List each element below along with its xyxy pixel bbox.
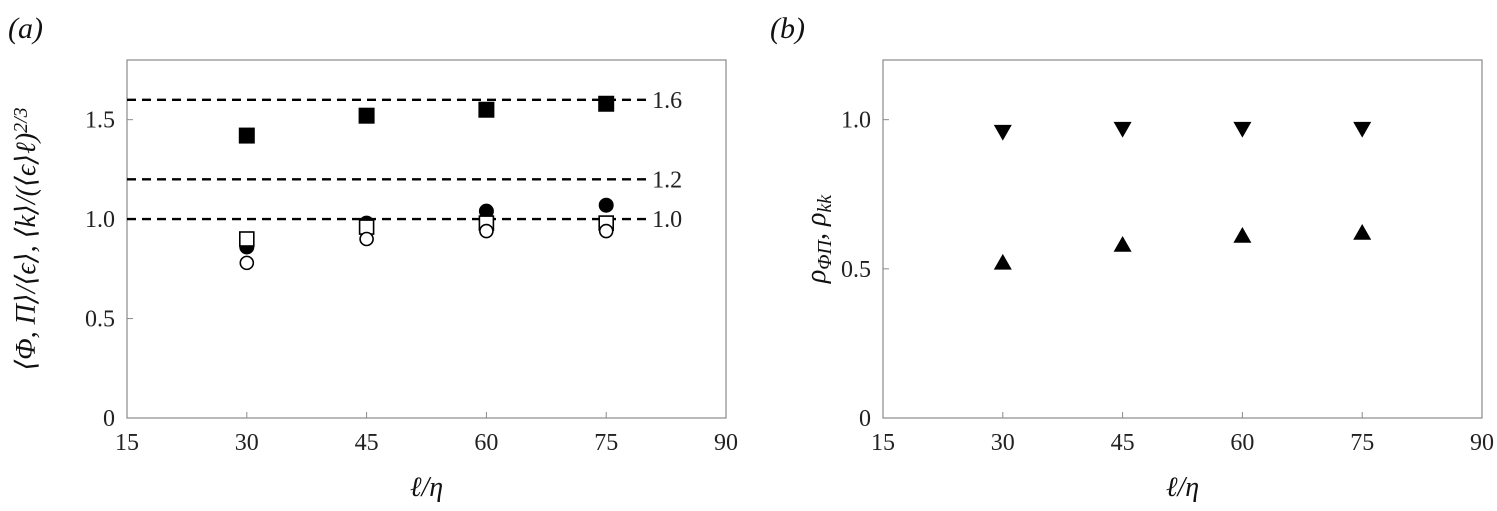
x-tick-label: 15: [115, 430, 139, 456]
data-point-filled-square: [598, 95, 615, 112]
reference-line-label: 1.6: [652, 88, 682, 114]
panel-b: 15 30 45 60 75 90 0 0.5 1.0 ℓ/η ρΦΠ, ρkk (b): [770, 12, 1494, 503]
panel-a: 15 30 45 60 75 90 0 0.5 1.0 1.5 1.6 1.2 1.0 ℓ/η ⟨Φ, Π⟩…: [8, 12, 738, 503]
plot-frame: [882, 59, 1483, 419]
x-axis-title: ℓ/η: [410, 472, 443, 503]
plot-frame: [126, 59, 727, 419]
reference-line-label: 1.2: [652, 167, 682, 193]
data-point-filled-triangle-down: [1353, 121, 1372, 138]
x-tick-label: 45: [1111, 430, 1135, 456]
data-point-filled-triangle-down: [1113, 121, 1132, 138]
x-tick-label: 60: [1230, 430, 1254, 456]
x-tick-label: 30: [991, 430, 1015, 456]
panel-label: (a): [8, 12, 43, 45]
data-point-filled-triangle-down: [993, 124, 1012, 141]
data-point-open-circle: [598, 223, 614, 239]
x-tick-label: 30: [235, 430, 259, 456]
data-point-filled-triangle-up: [993, 253, 1012, 270]
panel-label: (b): [770, 12, 805, 45]
data-point-open-circle: [479, 223, 494, 239]
data-point-filled-triangle-up: [1113, 235, 1132, 252]
y-tick-label: 1.5: [85, 108, 115, 134]
data-point-filled-triangle-up: [1353, 224, 1372, 240]
y-axis-title: ρΦΠ, ρkk: [801, 194, 836, 284]
y-tick-label: 0: [103, 406, 115, 432]
reference-line-label: 1.0: [652, 207, 682, 233]
x-tick-label: 15: [871, 430, 895, 456]
x-tick-label: 90: [1470, 430, 1494, 456]
x-axis-title: ℓ/η: [1166, 472, 1199, 503]
x-tick-label: 60: [474, 430, 498, 456]
data-point-open-square: [239, 231, 255, 247]
data-point-open-circle: [239, 255, 255, 271]
y-tick-label: 1.0: [85, 207, 115, 233]
x-tick-label: 75: [1350, 430, 1374, 456]
x-tick-label: 75: [594, 430, 618, 456]
data-point-filled-square: [478, 101, 495, 118]
data-point-filled-circle: [478, 203, 494, 219]
y-tick-label: 0: [859, 406, 871, 432]
x-tick-label: 90: [714, 430, 738, 456]
y-axis-title: ⟨Φ, Π⟩/⟨ϵ⟩, ⟨k⟩/(⟨ϵ⟩ℓ)2/3: [10, 107, 42, 370]
data-point-filled-triangle-down: [1233, 121, 1252, 138]
data-point-filled-square: [238, 127, 255, 144]
y-tick-label: 0.5: [841, 257, 871, 283]
data-point-open-circle: [359, 231, 374, 247]
data-point-filled-triangle-up: [1233, 227, 1252, 243]
y-tick-label: 0.5: [85, 307, 115, 333]
data-point-filled-circle: [598, 197, 614, 213]
x-tick-label: 45: [355, 430, 379, 456]
data-point-filled-square: [358, 107, 375, 124]
y-tick-label: 1.0: [841, 108, 871, 134]
